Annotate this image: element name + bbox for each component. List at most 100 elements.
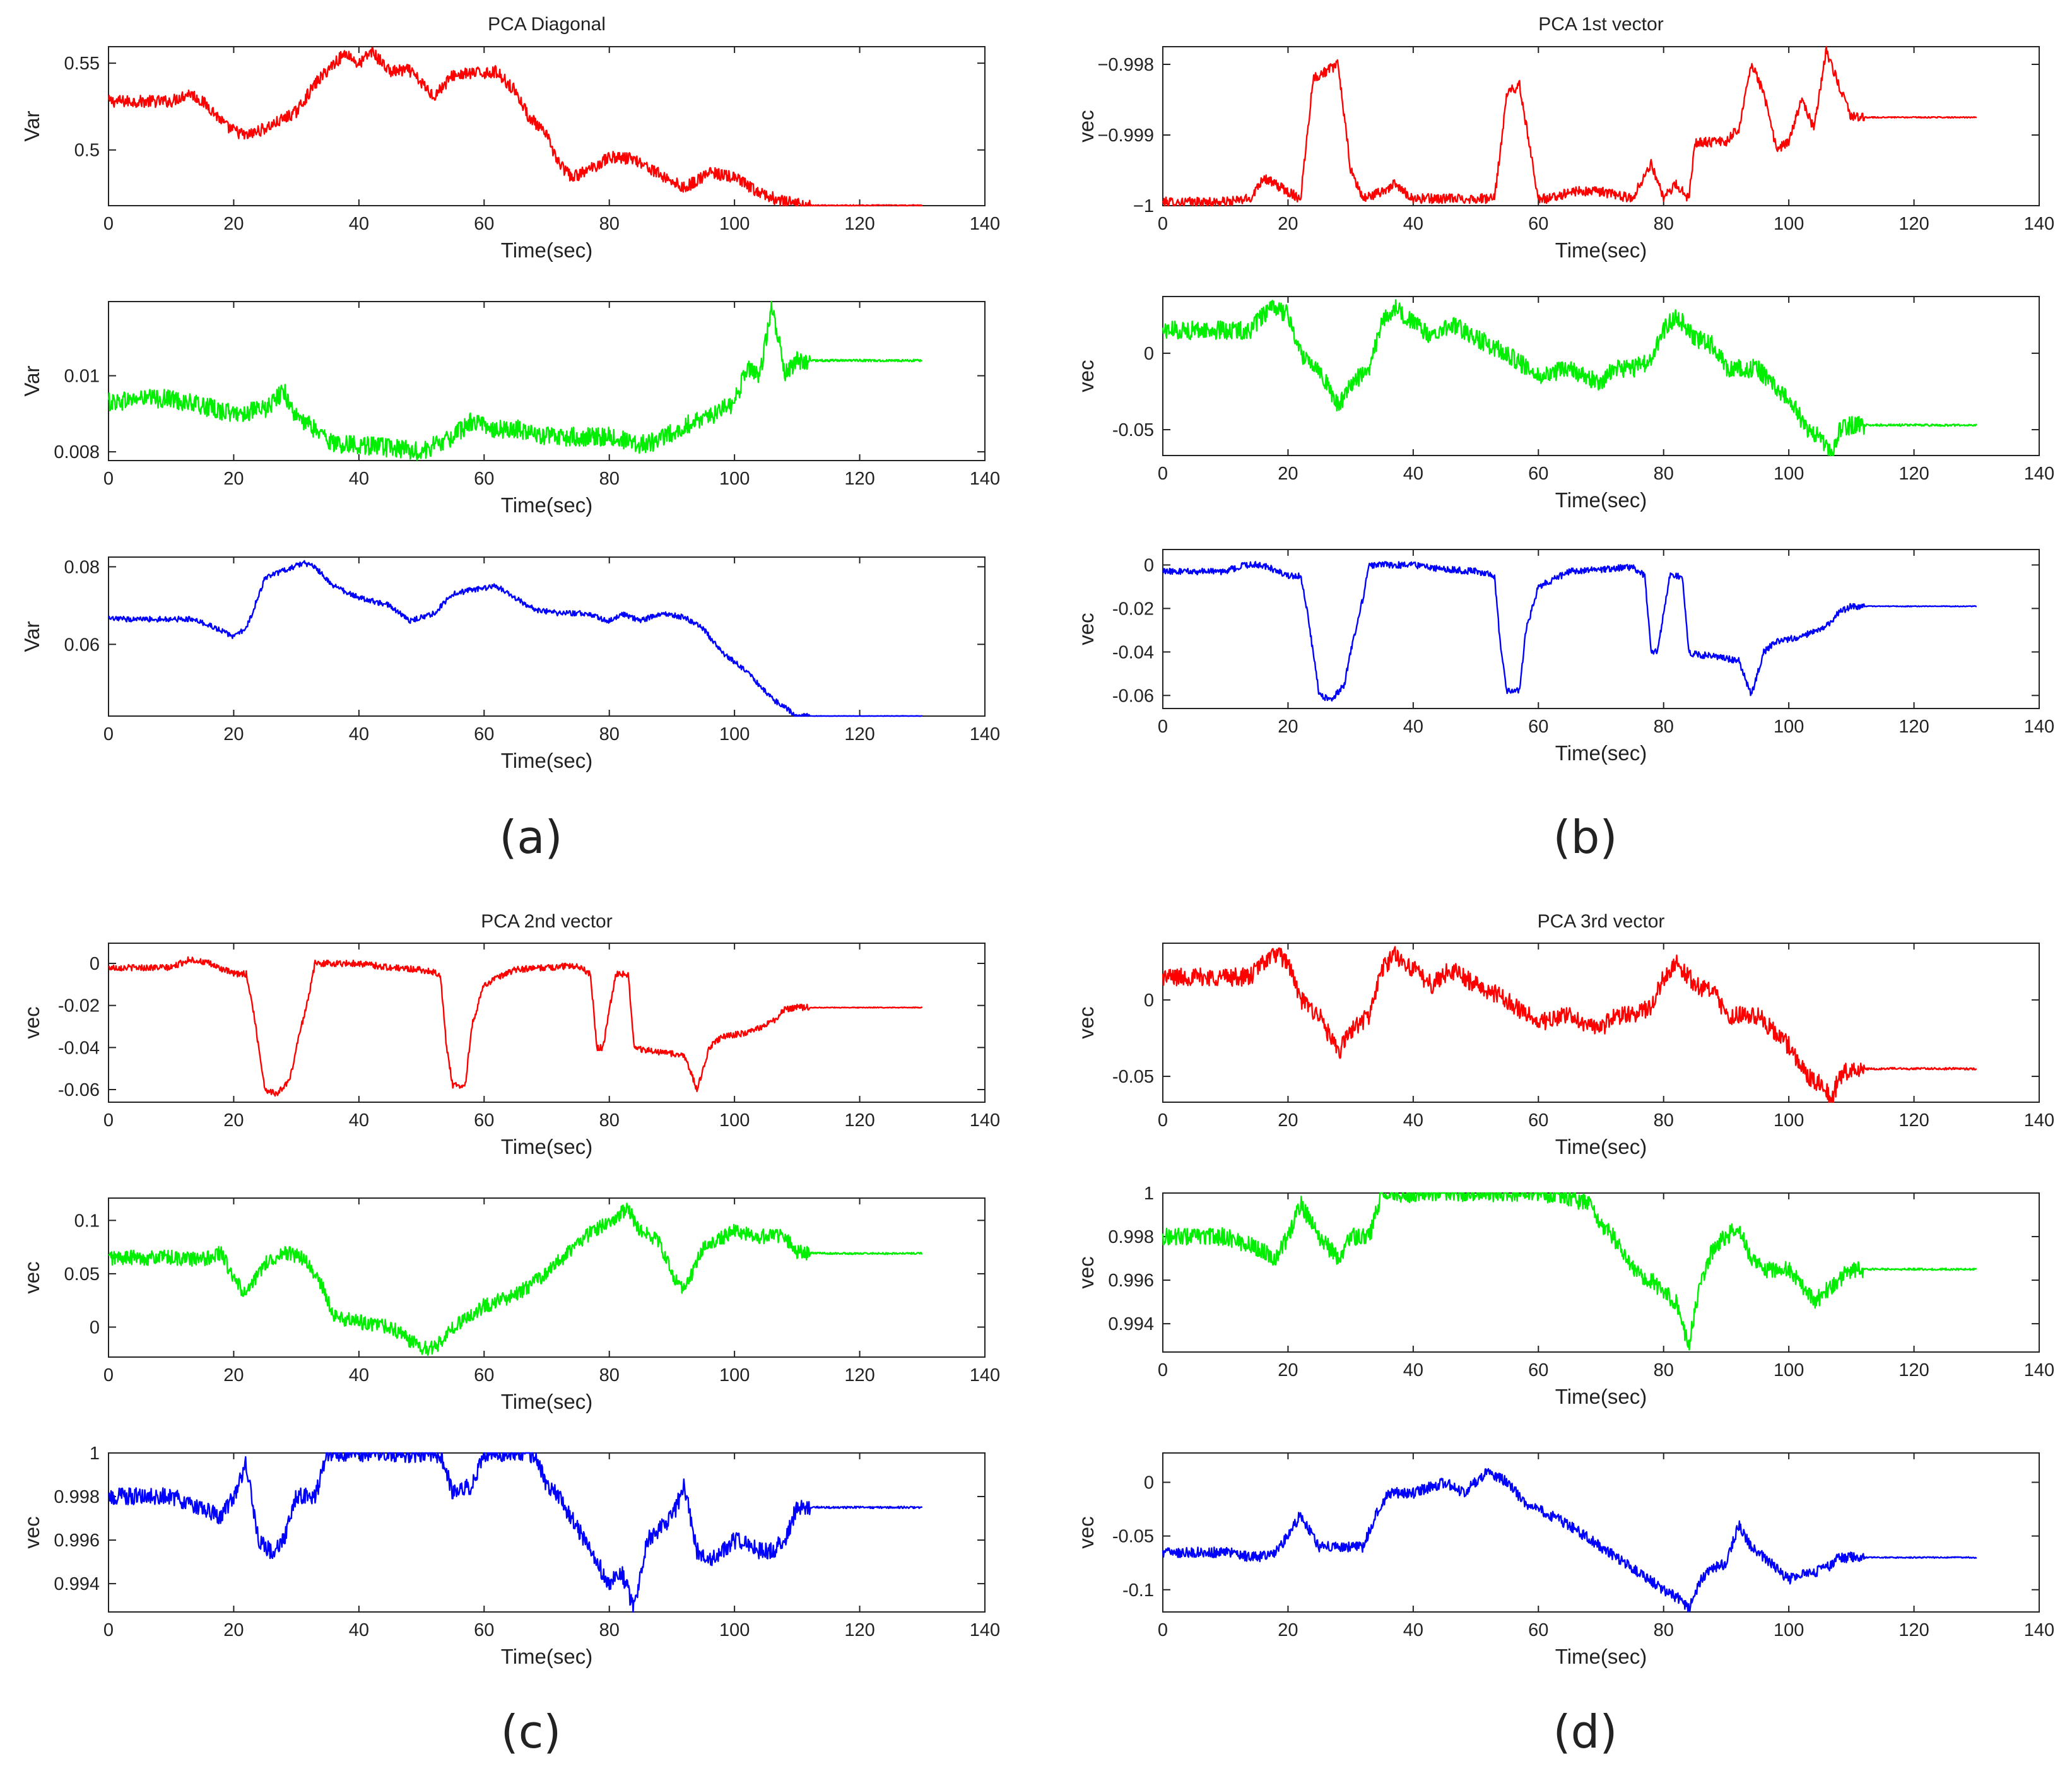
x-axis-label: Time(sec): [501, 1135, 592, 1158]
x-axis-label: Time(sec): [501, 1390, 592, 1413]
x-tick-label: 80: [599, 1620, 620, 1640]
y-tick-label: 0.998: [54, 1487, 100, 1507]
x-tick-label: 140: [2024, 214, 2054, 234]
x-axis-label: Time(sec): [1555, 741, 1647, 765]
x-axis-label: Time(sec): [1555, 238, 1647, 262]
x-tick-label: 60: [474, 1110, 494, 1131]
x-tick-label: 100: [1774, 1620, 1804, 1640]
x-tick-label: 20: [1278, 1110, 1298, 1131]
panel-caption: (c): [501, 1705, 562, 1758]
x-axis-label: Time(sec): [501, 238, 592, 262]
x-tick-label: 60: [1528, 1620, 1548, 1640]
x-tick-label: 20: [223, 1620, 244, 1640]
x-tick-label: 80: [1654, 1360, 1674, 1380]
x-tick-label: 60: [474, 1365, 494, 1385]
y-tick-label: 0.994: [1108, 1314, 1154, 1334]
y-tick-label: -0.05: [1112, 1067, 1154, 1087]
x-tick-label: 80: [1654, 1110, 1674, 1131]
x-tick-label: 40: [1403, 1620, 1423, 1640]
x-tick-label: 140: [970, 1365, 1000, 1385]
x-axis-label: Time(sec): [1555, 1135, 1647, 1158]
axes-frame: [108, 556, 986, 717]
x-tick-label: 40: [1403, 717, 1423, 737]
y-tick-label: 0.1: [74, 1211, 100, 1231]
x-tick-label: 140: [970, 1110, 1000, 1131]
panel-caption: (a): [499, 811, 562, 864]
y-tick-label: 0.994: [54, 1574, 100, 1594]
panel-title: PCA 2nd vector: [481, 911, 612, 932]
x-tick-label: 140: [2024, 464, 2054, 484]
y-axis-label: Var: [20, 111, 44, 142]
y-axis-label: vec: [1074, 1256, 1098, 1288]
x-axis-label: Time(sec): [501, 749, 592, 772]
x-tick-label: 40: [349, 214, 369, 234]
y-tick-label: 0.5: [74, 141, 100, 161]
panel-caption: (d): [1553, 1705, 1618, 1758]
x-tick-label: 80: [1654, 1620, 1674, 1640]
y-tick-label: −1: [1133, 196, 1154, 216]
x-tick-label: 60: [474, 214, 494, 234]
x-tick-label: 100: [719, 469, 750, 489]
x-tick-label: 140: [2024, 1360, 2054, 1380]
y-axis-label: vec: [1074, 360, 1098, 392]
panel-title: PCA 1st vector: [1538, 14, 1663, 35]
x-axis-label: Time(sec): [1555, 1645, 1647, 1668]
y-tick-label: 0: [90, 1317, 100, 1338]
x-tick-label: 20: [1278, 214, 1298, 234]
axes-frame: [1162, 296, 2040, 456]
subplot-2: 0 20 40 60 80 100 120 140 0.994 0.996 0.998 1 Time(s…: [1074, 1184, 2054, 1408]
x-tick-label: 100: [1774, 1360, 1804, 1380]
y-axis-label: vec: [20, 1261, 44, 1293]
y-tick-label: −0.998: [1097, 55, 1154, 75]
subplot-1: 0 20 40 60 80 100 120 140 -0.05 0 Time(sec) vec: [1074, 943, 2054, 1158]
x-tick-label: 100: [719, 1620, 750, 1640]
y-tick-label: 0.05: [64, 1264, 100, 1285]
panel-a: PCA Diagonal 0 20 40 60 80 100 120 140 0.5 0.55 Tim…: [20, 14, 1000, 864]
y-tick-label: 0: [1144, 344, 1154, 364]
x-tick-label: 60: [474, 724, 494, 744]
subplot-1: 0 20 40 60 80 100 120 140 0.5 0.55 Time(sec) Var: [20, 46, 1000, 262]
series-line: [107, 560, 923, 717]
y-tick-label: -0.1: [1122, 1580, 1154, 1601]
x-tick-label: 80: [599, 469, 620, 489]
series-line: [108, 1203, 923, 1356]
x-tick-label: 120: [1898, 1620, 1929, 1640]
series-line: [1162, 1192, 1977, 1351]
panel-title: PCA Diagonal: [488, 14, 606, 35]
x-tick-label: 120: [1898, 1360, 1929, 1380]
x-tick-label: 80: [1654, 214, 1674, 234]
x-tick-label: 80: [599, 1110, 620, 1131]
x-tick-label: 60: [1528, 1360, 1548, 1380]
x-tick-label: 120: [1898, 1110, 1929, 1131]
axes-frame: [108, 1452, 986, 1613]
x-tick-label: 140: [970, 724, 1000, 744]
axes-frame: [1162, 549, 2040, 709]
x-tick-label: 100: [1774, 214, 1804, 234]
series-line: [1162, 561, 1977, 702]
panel-b: PCA 1st vector 0 20 40 60 80 100 120 140 −1 −0.999…: [1074, 14, 2054, 864]
x-tick-label: 0: [1158, 1360, 1168, 1380]
subplot-2: 0 20 40 60 80 100 120 140 0.008 0.01 Time(sec) Var: [20, 300, 1000, 517]
y-tick-label: 0: [90, 954, 100, 974]
x-tick-label: 40: [1403, 1360, 1423, 1380]
x-tick-label: 20: [1278, 464, 1298, 484]
x-tick-label: 60: [1528, 214, 1548, 234]
x-tick-label: 80: [599, 724, 620, 744]
x-tick-label: 140: [2024, 1110, 2054, 1131]
x-tick-label: 0: [1158, 1110, 1168, 1131]
y-tick-label: 0: [1144, 555, 1154, 575]
x-tick-label: 100: [1774, 1110, 1804, 1131]
x-tick-label: 140: [970, 214, 1000, 234]
x-tick-label: 0: [103, 1620, 114, 1640]
x-tick-label: 0: [103, 724, 114, 744]
y-tick-label: 0.08: [64, 557, 100, 577]
x-tick-label: 60: [1528, 1110, 1548, 1131]
series-line: [1162, 946, 1977, 1103]
y-tick-label: 1: [1144, 1184, 1154, 1204]
y-axis-label: vec: [1074, 1006, 1098, 1038]
x-tick-label: 0: [103, 1365, 114, 1385]
y-tick-label: 0.996: [1108, 1271, 1154, 1291]
x-tick-label: 40: [1403, 214, 1423, 234]
